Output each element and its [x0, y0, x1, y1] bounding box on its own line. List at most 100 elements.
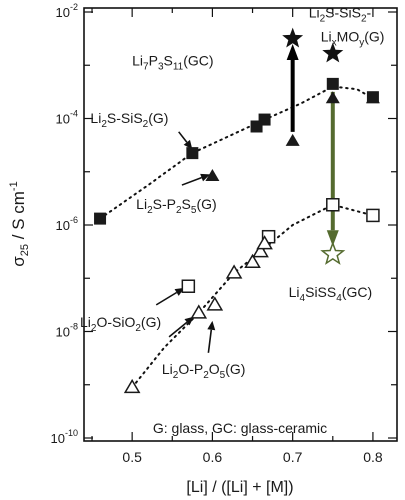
open-square-point: [181, 279, 196, 293]
transition-arrow-head: [326, 230, 339, 247]
series-label-part: Li: [136, 196, 147, 212]
y-tick-label: 10-6: [56, 215, 78, 233]
series-label-part: (G): [196, 196, 216, 212]
label-pointer-head: [184, 316, 194, 326]
open-triangle-point: [256, 235, 273, 250]
series-label-part: 2: [173, 370, 179, 381]
series-label-part: Li: [132, 52, 143, 68]
label-pointer-head: [183, 139, 193, 150]
series-label-part: 2: [176, 205, 182, 216]
series-label-part: O-SiO: [96, 314, 135, 330]
series-label-l6: Li4SiSS4(GC): [289, 284, 372, 304]
series-label-part: O: [209, 361, 220, 377]
series-label-part: 2: [361, 13, 367, 24]
open-square-point: [326, 198, 340, 212]
y-tick-label: 10-4: [56, 109, 78, 127]
series-label-part: 2: [143, 119, 149, 130]
y-tick-base: 10: [51, 431, 65, 446]
legend-note: G: glass, GC: glass-ceramic: [153, 420, 327, 436]
filled-square-point: [250, 120, 263, 133]
open-triangle-point: [190, 304, 208, 319]
series-label-part: Li: [162, 361, 173, 377]
series-label-part: 3: [158, 61, 164, 72]
open-triangle-point: [244, 253, 261, 269]
data-points: [94, 27, 380, 394]
series-label-part: Li: [90, 110, 101, 126]
series-label-part: MO: [337, 28, 360, 44]
filled-triangle-point: [365, 91, 380, 104]
y-tick-base: 10: [56, 218, 70, 233]
label-pointer: [207, 329, 213, 353]
y-tick-base: 10: [56, 5, 70, 20]
series-label-l7: Li2O-SiO2(G): [80, 314, 161, 334]
y-tick-exponent: -10: [65, 428, 78, 438]
open-triangle-point: [225, 264, 243, 279]
filled-triangle-point: [325, 91, 340, 104]
filled-triangle-point: [285, 133, 300, 146]
open-star-point: [320, 241, 346, 265]
axis-ticks: [84, 8, 397, 441]
y-tick-exponent: -2: [70, 2, 78, 12]
series-label-part: 2: [135, 323, 141, 334]
series-label-part: (G): [364, 28, 384, 44]
series-label-part: SiSS: [305, 284, 336, 300]
series-label-l5: Li2S-P2S5(G): [136, 196, 217, 216]
series-label-part: y: [359, 37, 364, 48]
series-label-part: 11: [173, 61, 184, 72]
series-label-part: 7: [143, 61, 149, 72]
series-label-part: 2: [320, 13, 326, 24]
series-label-l8: Li2O-P2O5(G): [162, 361, 246, 381]
label-pointer: [178, 131, 188, 143]
filled-square-point: [94, 212, 107, 225]
y-axis-label-unit: / S cm: [9, 191, 28, 244]
series-label-part: 4: [300, 293, 306, 304]
y-tick-label: 10-10: [51, 428, 78, 446]
series-label-part: 2: [147, 205, 153, 216]
x-tick-label: 0.7: [283, 449, 303, 465]
filled-star-point: [282, 27, 304, 48]
y-tick-base: 10: [56, 325, 70, 340]
series-label-part: 5: [220, 370, 226, 381]
series-label-part: P: [149, 52, 158, 68]
open-triangle-point: [252, 243, 269, 258]
series-label-l4: Li2S-SiS2(G): [90, 110, 168, 130]
label-pointer: [155, 291, 178, 306]
series-label-l2: Li2S-SiS2-: [309, 4, 372, 24]
series-label-part: (G): [225, 361, 245, 377]
y-axis-label-sub: 25: [19, 244, 31, 256]
series-label-part: 2: [101, 119, 107, 130]
x-tick-label: 0.6: [203, 449, 223, 465]
open-triangle-point: [123, 378, 141, 394]
series-label-part: -: [367, 4, 372, 20]
transition-arrow-head: [286, 43, 299, 60]
series-label-part: Li: [309, 4, 320, 20]
filled-square-point: [326, 77, 339, 90]
y-tick-label: 10-8: [56, 322, 78, 340]
open-square-point: [366, 208, 380, 223]
series-label-part: (G): [141, 314, 161, 330]
open-triangle-point: [206, 296, 224, 311]
y-axis-label-sigma: σ: [9, 256, 28, 267]
series-label-part: S-P: [153, 196, 176, 212]
series-label-part: Li: [80, 314, 91, 330]
series-label-part: 5: [191, 205, 197, 216]
series-label-part: 4: [336, 293, 342, 304]
x-tick-label: 0.5: [122, 449, 142, 465]
label-pointer-head: [200, 173, 211, 182]
series-label-part: 2: [91, 323, 97, 334]
series-label-part: O-P: [178, 361, 203, 377]
series-label-part: S: [164, 52, 173, 68]
series-label-part: S-SiS: [107, 110, 143, 126]
y-tick-base: 10: [56, 112, 70, 127]
filled-square-point: [258, 113, 271, 126]
x-tick-label: 0.8: [363, 449, 383, 465]
y-axis-label: σ25 / S cm-1: [8, 181, 31, 266]
y-tick-exponent: -6: [70, 215, 78, 225]
series-label-part: (GC): [183, 52, 213, 68]
series-label-part: S: [182, 196, 191, 212]
filled-star-point: [322, 42, 344, 63]
series-labels: Li7P3S11(GC)Li2S-SiS2-LixMOy(G)Li2S-SiS2…: [80, 4, 384, 381]
series-label-l1: Li7P3S11(GC): [132, 52, 213, 72]
series-label-l3: LixMOy(G): [321, 28, 385, 48]
